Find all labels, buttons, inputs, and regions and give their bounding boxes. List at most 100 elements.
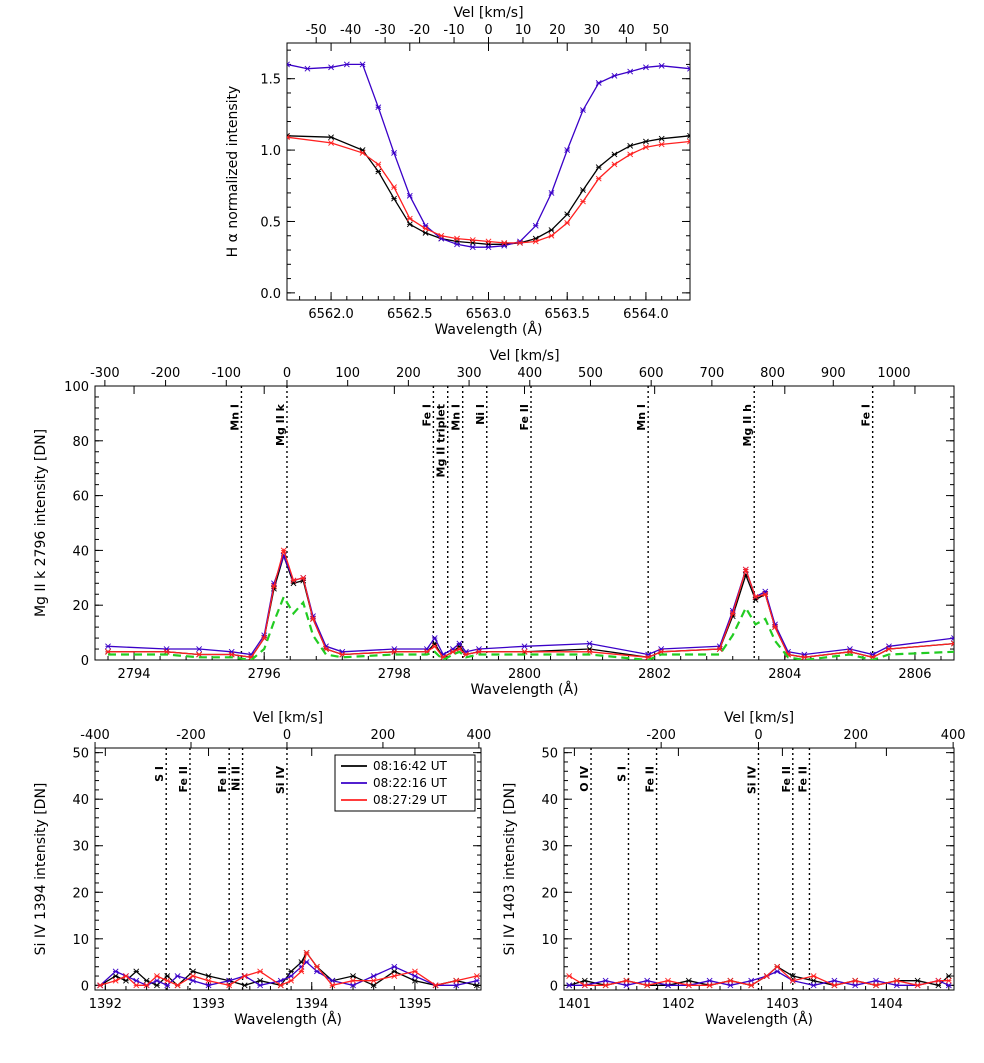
data-point-marker — [801, 651, 808, 658]
top-axis-label: Vel [km/s] — [489, 348, 559, 364]
data-point-marker — [687, 132, 690, 139]
data-point-marker — [164, 977, 171, 984]
y-tick-label: 10 — [72, 933, 89, 948]
data-point-marker — [595, 175, 602, 182]
reference-line-label: Ni II — [230, 766, 243, 791]
data-point-marker — [438, 235, 445, 242]
data-point-marker — [271, 583, 277, 589]
data-point-marker — [226, 982, 233, 989]
top-tick-label: 300 — [457, 366, 482, 381]
y-tick-label: 30 — [541, 840, 558, 855]
top-tick-label: -200 — [151, 366, 181, 381]
data-point-marker — [727, 977, 734, 984]
data-point-marker — [501, 239, 508, 246]
top-axis-label: Vel [km/s] — [724, 710, 794, 726]
data-point-marker — [752, 596, 759, 603]
y-tick-label: 20 — [541, 886, 558, 901]
data-point-marker — [517, 239, 523, 246]
data-point-marker — [476, 646, 482, 652]
y-axis-label: Si IV 1403 intensity [DN] — [502, 783, 518, 956]
y-tick-label: 1.5 — [260, 73, 281, 88]
panel-si1394: 1392 1393 1394 1395 0 10 20 30 40 50 -400 -200 0 200 4… — [33, 710, 491, 1028]
data-point-marker — [914, 982, 921, 989]
y-tick-label: 40 — [72, 793, 89, 808]
data-point-marker — [241, 973, 248, 979]
data-point-marker — [706, 982, 713, 989]
data-point-marker — [164, 973, 171, 979]
data-point-marker — [752, 594, 759, 600]
y-tick-label: 0 — [550, 979, 558, 994]
top-tick-label: 100 — [335, 366, 360, 381]
data-point-marker — [241, 982, 248, 989]
top-tick-label: -300 — [90, 366, 120, 381]
y-tick-label: 0 — [81, 979, 89, 994]
plot-frame — [94, 747, 482, 991]
data-point-marker — [329, 982, 336, 989]
data-point-marker — [485, 244, 492, 251]
data-point-marker — [581, 977, 588, 984]
data-point-marker — [97, 982, 104, 989]
data-point-marker — [469, 244, 476, 251]
data-point-marker — [611, 151, 618, 158]
series-group — [566, 963, 952, 989]
x-tick-label: 2794 — [117, 667, 150, 682]
data-point-marker — [287, 61, 290, 68]
y-axis-label: H α normalized intensity — [225, 86, 241, 258]
data-point-marker — [133, 968, 140, 975]
x-axis-label: Wavelength (Å) — [234, 1011, 342, 1028]
data-point-marker — [774, 963, 781, 970]
x-tick-label: 2804 — [768, 667, 801, 682]
data-point-marker — [163, 646, 170, 652]
reference-line-label: Ni I — [474, 404, 487, 425]
series-group — [105, 547, 954, 660]
data-point-marker — [665, 982, 671, 989]
x-tick-label: 6564.0 — [623, 307, 669, 322]
data-point-marker — [644, 977, 651, 984]
y-tick-label: 60 — [72, 490, 89, 505]
y-tick-label: 50 — [72, 747, 89, 762]
top-tick-label: -20 — [409, 23, 430, 38]
data-point-marker — [288, 977, 295, 984]
data-point-marker — [893, 977, 900, 984]
data-point-marker — [257, 977, 264, 984]
data-point-marker — [133, 977, 140, 984]
reference-line-label: Fe II — [796, 766, 809, 793]
top-tick-label: -30 — [374, 23, 395, 38]
data-point-marker — [456, 640, 463, 647]
data-point-marker — [343, 61, 350, 68]
data-point-marker — [831, 977, 838, 984]
data-point-marker — [762, 591, 769, 598]
data-point-marker — [406, 215, 413, 222]
data-point-marker — [288, 968, 295, 975]
data-point-marker — [595, 80, 602, 86]
data-point-marker — [644, 982, 651, 989]
x-tick-label: 1392 — [89, 997, 122, 1012]
data-point-marker — [290, 577, 297, 584]
y-tick-label: 40 — [541, 793, 558, 808]
y-axis-label: Mg II k 2796 intensity [DN] — [33, 429, 49, 617]
reference-line-label: Mn I — [450, 404, 463, 431]
data-point-marker — [154, 982, 160, 989]
data-point-marker — [143, 977, 150, 984]
series-line — [287, 136, 690, 244]
data-point-marker — [685, 977, 692, 984]
top-tick-label: 400 — [941, 728, 966, 743]
data-point-marker — [164, 982, 171, 989]
data-point-marker — [548, 227, 555, 233]
data-point-marker — [485, 238, 492, 245]
data-point-marker — [564, 147, 571, 154]
data-point-marker — [774, 968, 781, 975]
data-point-marker — [190, 977, 196, 984]
data-point-marker — [226, 977, 233, 984]
data-point-marker — [391, 968, 398, 975]
series-line — [287, 135, 690, 245]
data-point-marker — [729, 610, 736, 617]
y-axis-label: Si IV 1394 intensity [DN] — [33, 783, 49, 956]
data-point-marker — [611, 161, 618, 168]
data-point-marker — [951, 640, 954, 647]
reference-line-label: Mn I — [635, 404, 648, 431]
reference-line-label: S I — [615, 766, 628, 782]
data-point-marker — [359, 150, 366, 156]
x-tick-label: 1402 — [662, 997, 695, 1012]
data-point-marker — [914, 977, 921, 984]
